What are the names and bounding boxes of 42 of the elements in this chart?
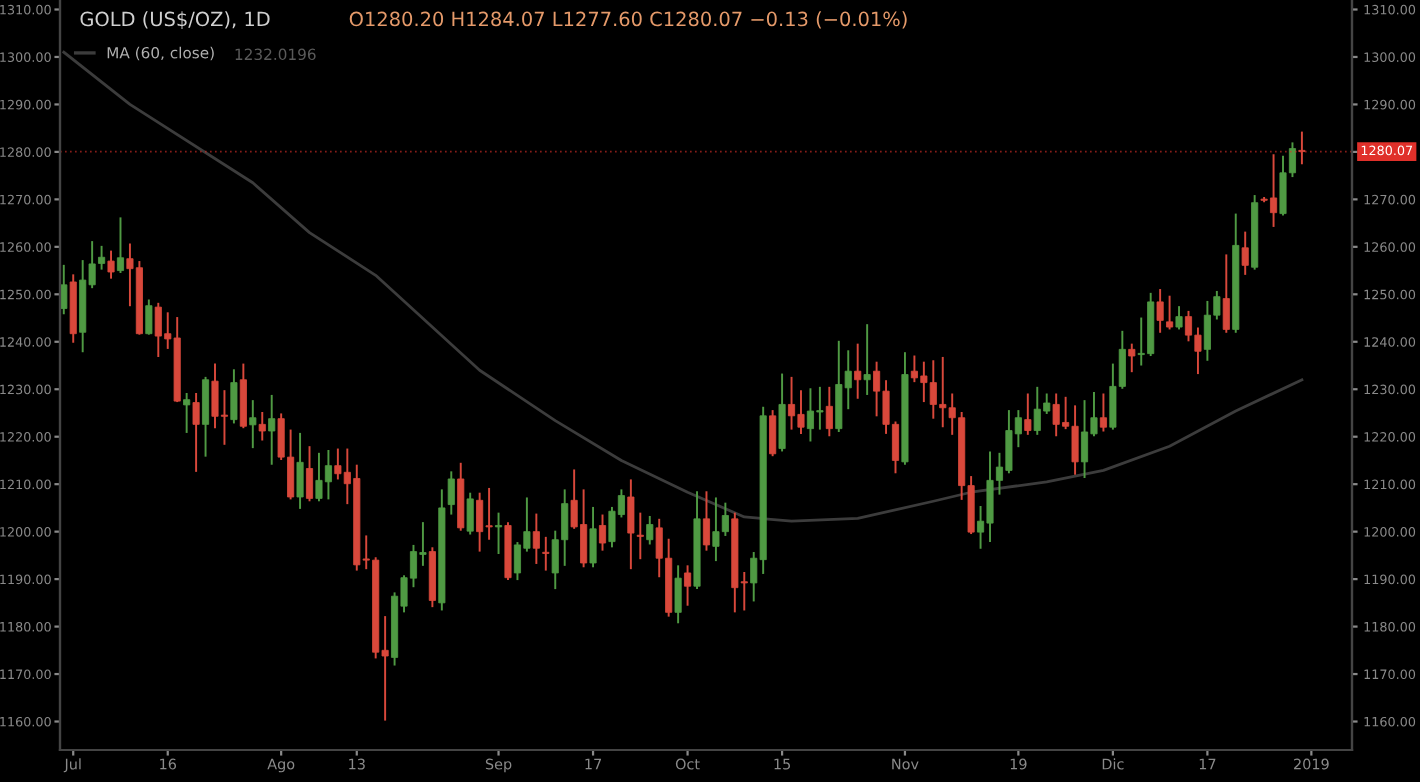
candlestick bbox=[1241, 231, 1249, 275]
candlestick bbox=[305, 446, 314, 502]
candlestick bbox=[646, 515, 654, 545]
candlestick bbox=[769, 410, 777, 457]
candlestick bbox=[466, 492, 474, 535]
candlestick bbox=[684, 565, 692, 606]
candlestick bbox=[778, 373, 786, 452]
candlestick bbox=[1156, 289, 1164, 333]
candlestick bbox=[202, 376, 210, 457]
candlestick bbox=[192, 393, 200, 472]
candlestick bbox=[674, 565, 682, 624]
candlestick bbox=[258, 412, 266, 441]
candlestick bbox=[1099, 393, 1107, 432]
candlestick bbox=[1128, 343, 1136, 373]
candlestick bbox=[116, 217, 125, 273]
candlestick bbox=[145, 299, 153, 335]
candlestick bbox=[447, 471, 455, 515]
candlestick bbox=[598, 514, 607, 551]
candlestick bbox=[1298, 131, 1306, 165]
candlestick bbox=[589, 506, 597, 568]
candlestick bbox=[825, 386, 833, 437]
candlestick bbox=[702, 491, 711, 551]
text: GOLD (US$/OZ), 1D bbox=[80, 11, 270, 29]
candlestick bbox=[1222, 254, 1230, 333]
annotation: O1280.20 H1284.07 L1277.60 C1280.07 −0.13 (−0.01%) bbox=[349, 11, 907, 29]
candlestick bbox=[249, 400, 257, 449]
candlestick bbox=[296, 432, 304, 509]
candlestick bbox=[1166, 295, 1174, 330]
candlestick bbox=[495, 512, 503, 554]
candlestick bbox=[230, 369, 238, 424]
candlestick bbox=[239, 363, 247, 429]
candlestick bbox=[1024, 393, 1032, 435]
candlestick bbox=[532, 513, 540, 564]
candlestick bbox=[183, 393, 191, 433]
candlestick bbox=[107, 250, 115, 279]
candlestick bbox=[854, 343, 862, 399]
candlestick bbox=[627, 479, 635, 570]
candlestick bbox=[268, 394, 276, 465]
candlestick bbox=[542, 536, 550, 571]
candlestick bbox=[1175, 306, 1183, 330]
candlestick bbox=[636, 512, 644, 560]
candlestick bbox=[863, 324, 871, 395]
